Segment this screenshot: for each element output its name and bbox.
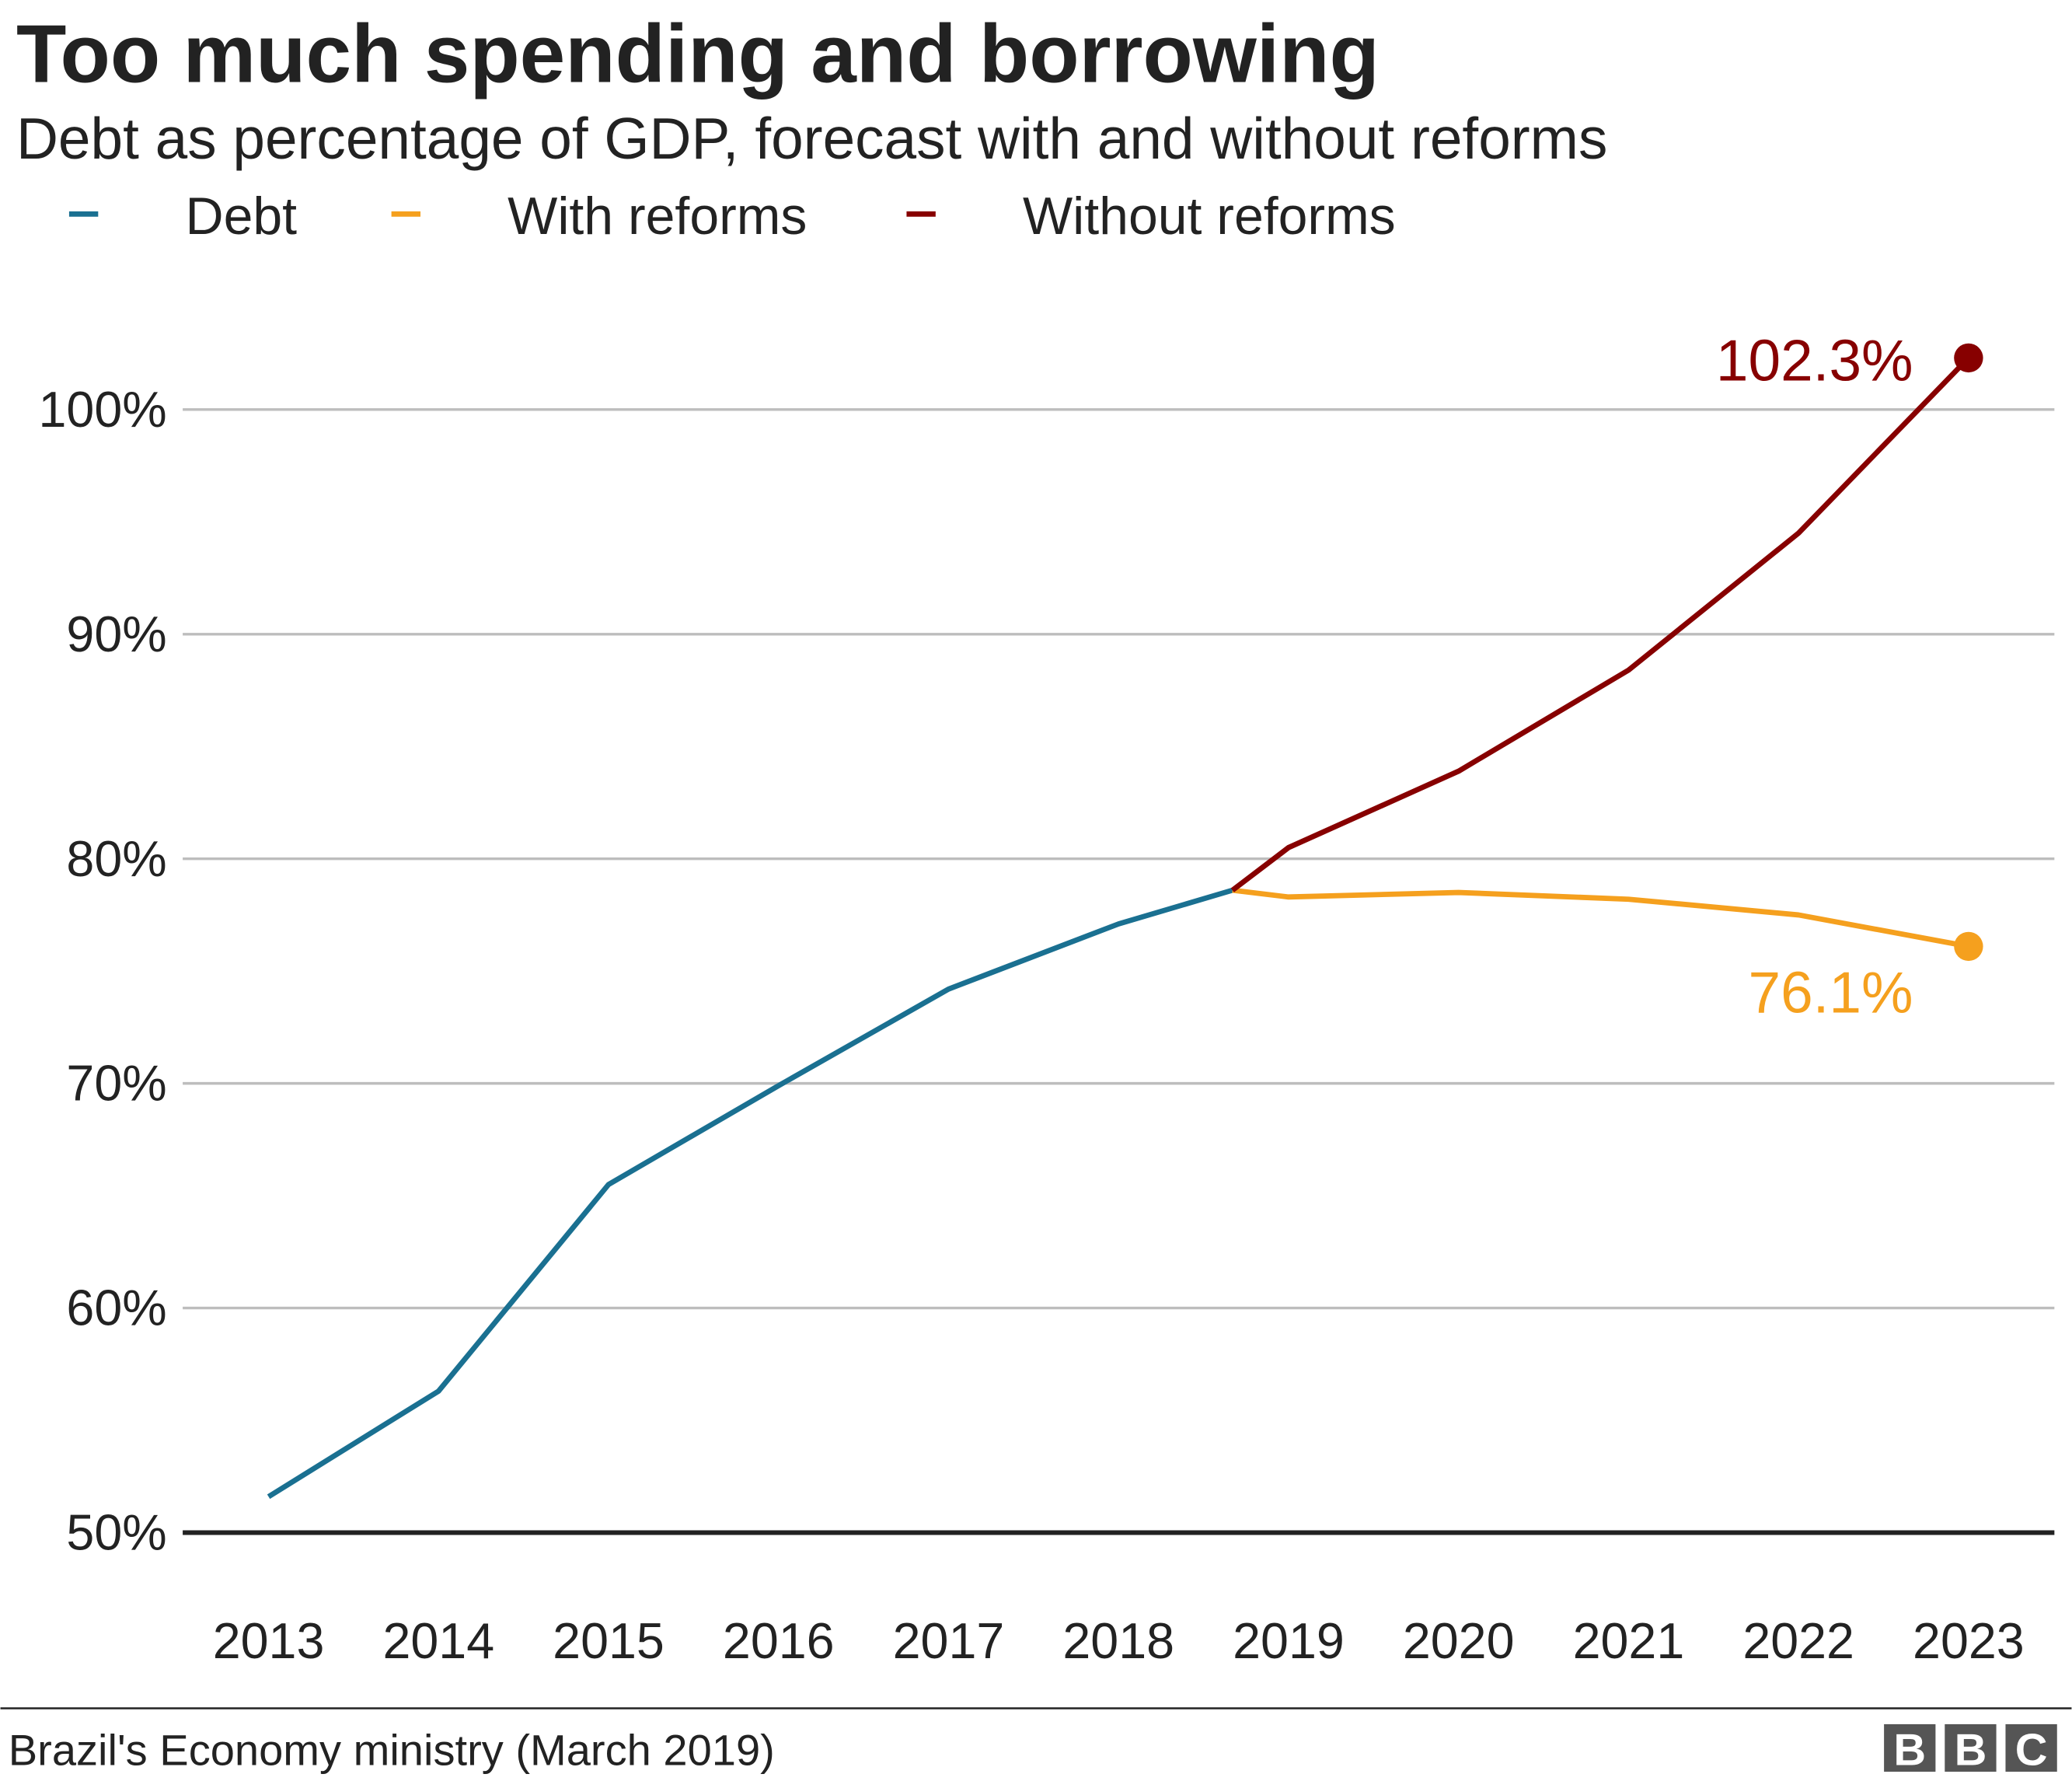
chart-title: Too much spending and borrowing [16,9,1380,100]
y-tick-label: 90% [66,606,166,662]
y-tick-label: 60% [66,1280,166,1336]
legend-label: Without reforms [1023,187,1396,246]
y-tick-label: 70% [66,1056,166,1112]
x-tick-label: 2021 [1573,1613,1685,1669]
legend-label: With reforms [508,187,807,246]
series-line-with-reforms [1232,887,1969,949]
x-tick-label: 2016 [723,1613,835,1669]
x-tick-label: 2020 [1403,1613,1515,1669]
annotations: 102.3% 76.1% [1716,327,1983,1025]
x-tick-label: 2018 [1062,1613,1174,1669]
x-tick-label: 2014 [382,1613,494,1669]
x-axis-ticks: 2013 2014 2015 2016 2017 2018 2019 2020 2021 2022… [213,1613,2025,1669]
y-tick-label: 100% [39,382,167,438]
gridlines [183,408,2055,1535]
svg-text:B: B [1955,1726,1987,1776]
svg-text:B: B [1893,1726,1926,1776]
series-line-debt [267,887,1233,1500]
end-point-marker [1954,343,1983,373]
end-point-marker [1954,931,1983,962]
svg-text:C: C [2015,1726,2048,1776]
legend-label: Debt [185,187,297,246]
bbc-logo: B B C [1884,1723,2057,1776]
value-label: 76.1% [1749,959,1913,1025]
y-tick-label: 80% [66,831,166,887]
x-tick-label: 2022 [1742,1613,1854,1669]
x-tick-label: 2013 [213,1613,325,1669]
source-note: Brazil's Economy ministry (March 2019) [9,1726,775,1775]
x-tick-label: 2017 [893,1613,1005,1669]
chart-subtitle: Debt as percentage of GDP, forecast with… [16,106,1607,171]
value-label: 102.3% [1716,327,1913,393]
x-tick-label: 2023 [1913,1613,2025,1669]
legend: Debt With reforms Without reforms [68,187,1396,246]
series-lines [267,356,1971,1500]
x-tick-label: 2019 [1233,1613,1345,1669]
y-tick-label: 50% [66,1505,166,1561]
y-axis-ticks: 50% 60% 70% 80% 90% 100% [39,382,167,1561]
series-line-without-reforms [1230,356,1971,892]
x-tick-label: 2015 [553,1613,665,1669]
